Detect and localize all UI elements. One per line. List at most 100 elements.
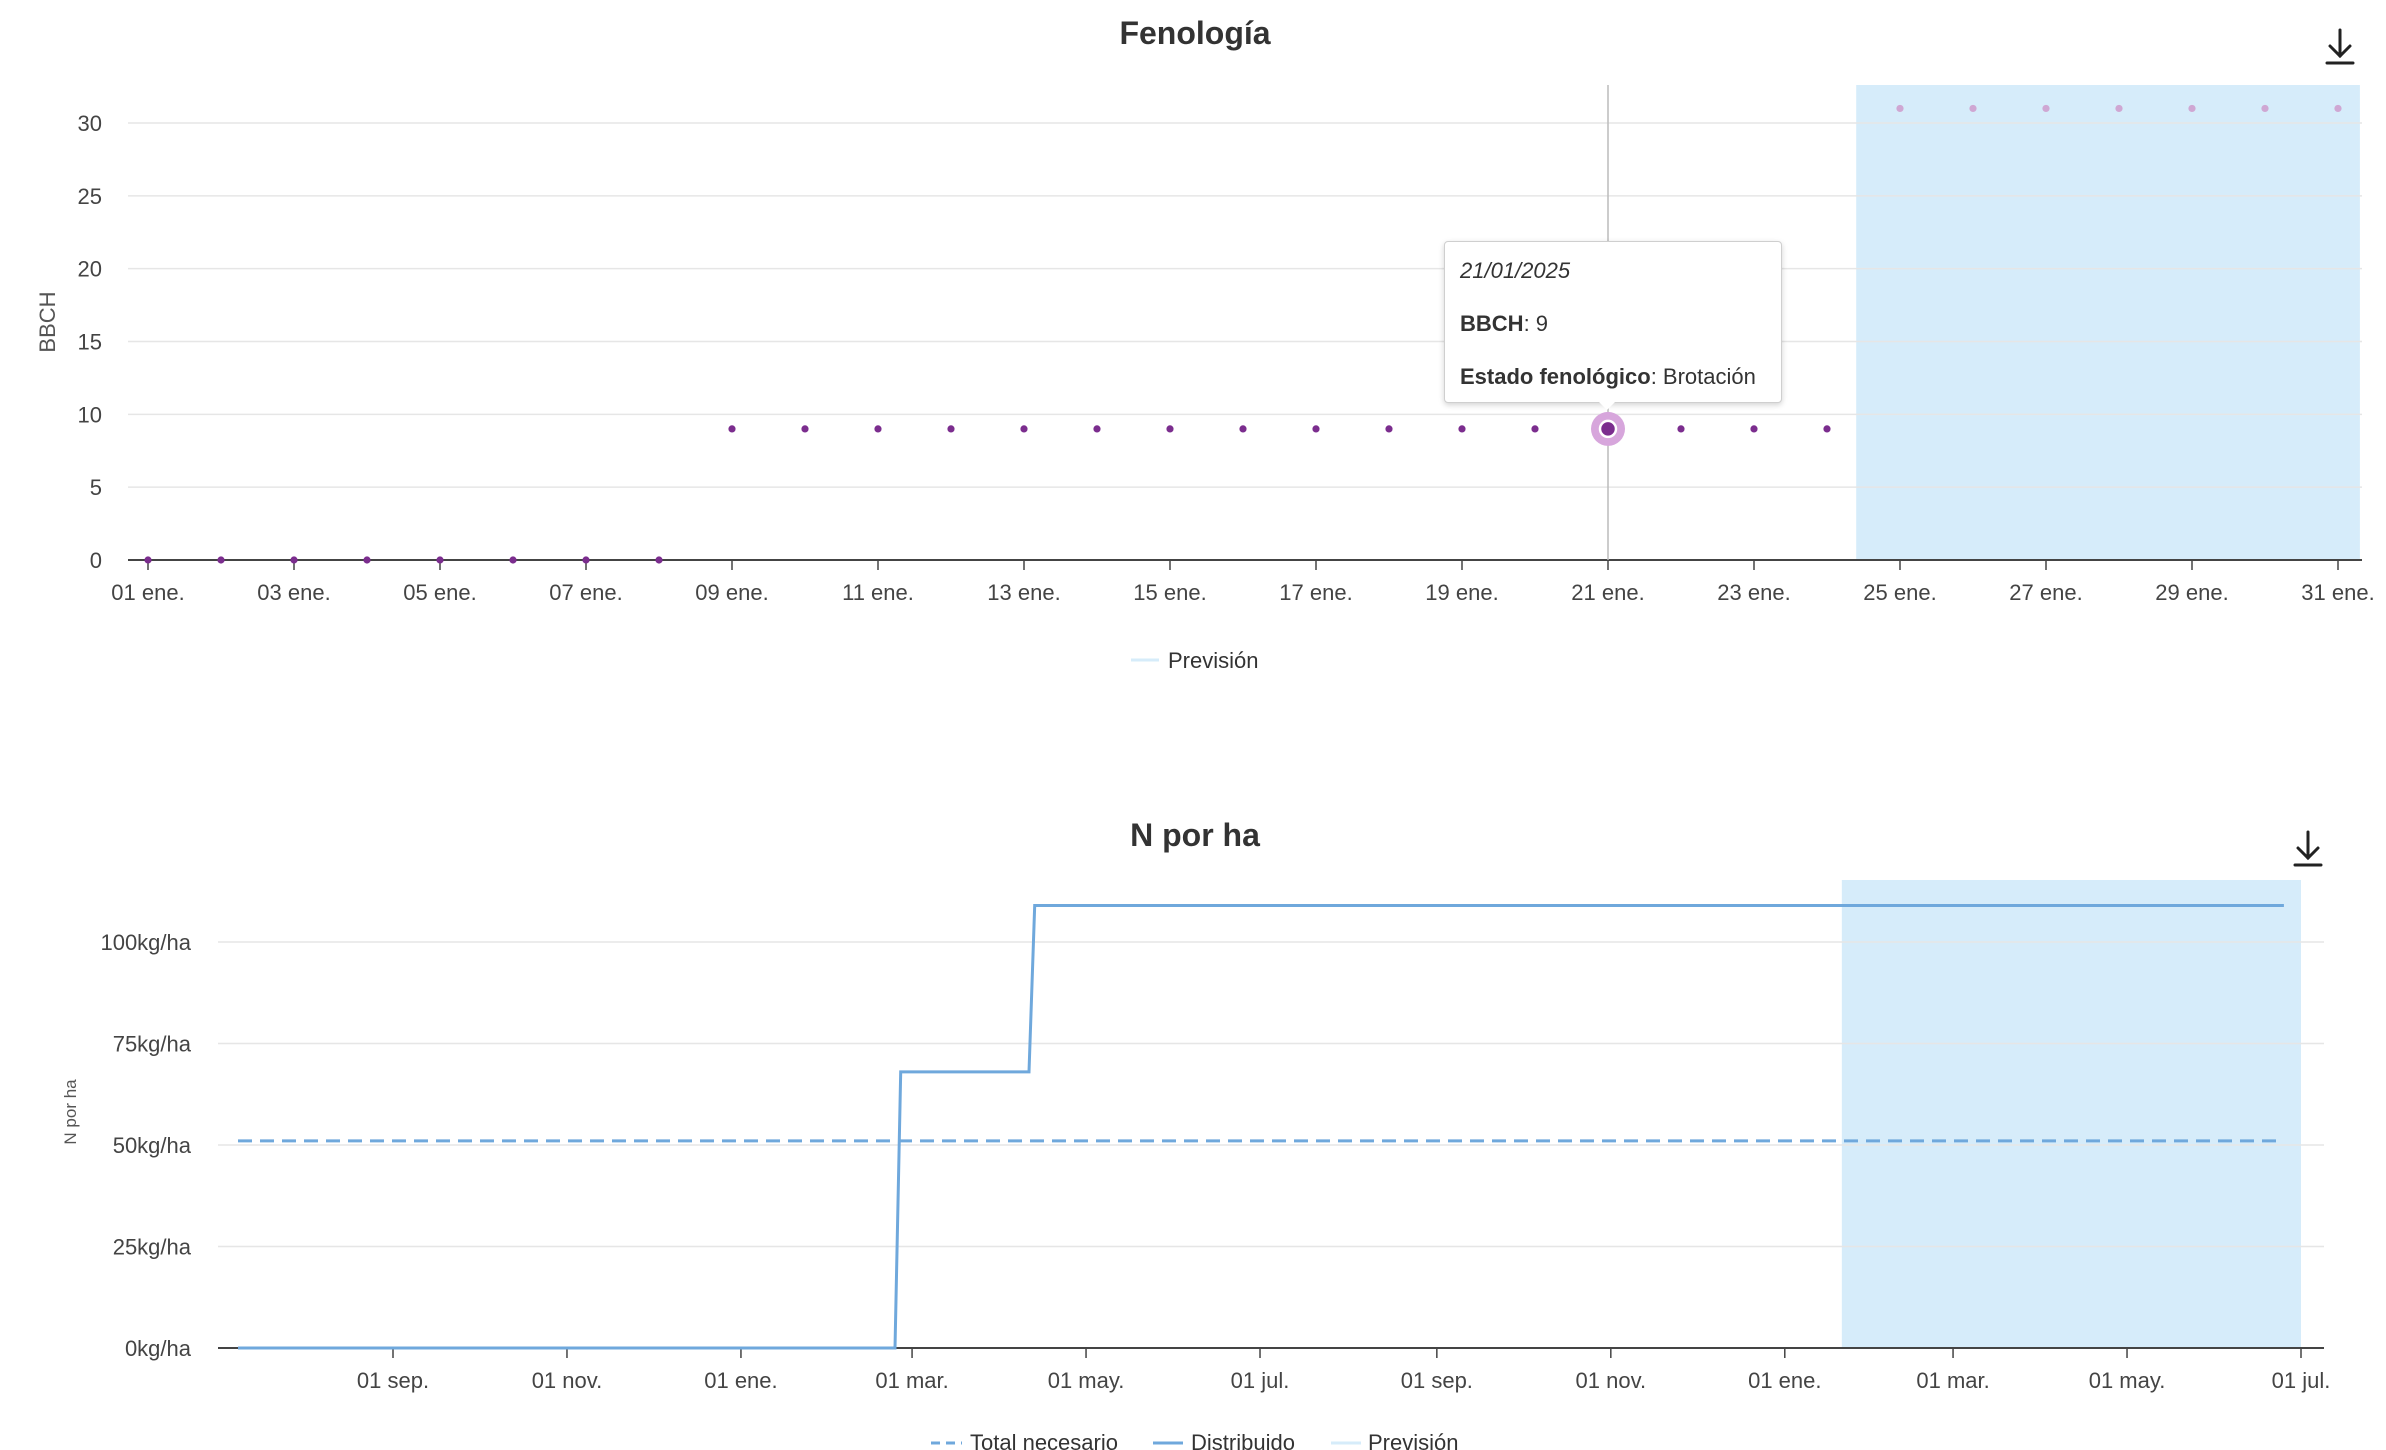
forecast-point[interactable] bbox=[2334, 104, 2342, 113]
tooltip-bbch-label: BBCH bbox=[1460, 311, 1524, 336]
tooltip-state-label: Estado fenológico bbox=[1460, 364, 1651, 389]
tooltip-bbch-value: 9 bbox=[1535, 311, 1549, 336]
fenologia-chart: 01 ene. 03 ene. 05 ene. 07 ene. 09 ene. 11 en… bbox=[35, 15, 2375, 673]
y-tick-label: 20 bbox=[78, 257, 102, 282]
data-point[interactable] bbox=[1823, 425, 1831, 433]
forecast-point[interactable] bbox=[1969, 104, 1977, 113]
download-arrow-icon bbox=[2325, 28, 2355, 65]
y-tick-label: 25 bbox=[78, 184, 102, 209]
data-point[interactable] bbox=[1020, 425, 1028, 433]
tooltip-date: 21/01/2025 bbox=[1460, 258, 1571, 283]
forecast-band bbox=[1841, 880, 2301, 1348]
y-axis-label: N por ha bbox=[61, 1079, 80, 1145]
data-point[interactable] bbox=[290, 556, 298, 564]
data-point[interactable] bbox=[1458, 425, 1466, 433]
tooltip: 21/01/2025 BBCH: 9 Estado fenológico: Br… bbox=[1444, 241, 1782, 403]
y-tick-label: 75kg/ha bbox=[113, 1032, 192, 1057]
x-tick-label: 01 ene. bbox=[1748, 1368, 1821, 1393]
y-axis-label: BBCH bbox=[35, 291, 60, 352]
data-point[interactable] bbox=[1531, 425, 1539, 433]
x-tick-label: 25 ene. bbox=[1863, 580, 1936, 605]
data-point[interactable] bbox=[801, 425, 809, 433]
legend-item-prevision[interactable]: Previsión bbox=[1331, 1430, 1458, 1450]
data-point[interactable] bbox=[1166, 425, 1174, 433]
grid-lines bbox=[128, 122, 2362, 488]
x-tick-label: 01 jul. bbox=[1231, 1368, 1290, 1393]
data-point[interactable] bbox=[363, 556, 371, 564]
x-tick-label: 07 ene. bbox=[549, 580, 622, 605]
data-point[interactable] bbox=[509, 556, 517, 564]
tooltip-bbch: BBCH: 9 bbox=[1460, 311, 1549, 336]
legend-item-distribuido[interactable]: Distribuido bbox=[1153, 1430, 1295, 1450]
forecast-point[interactable] bbox=[2261, 104, 2269, 113]
legend-label: Distribuido bbox=[1191, 1430, 1295, 1450]
legend-item-total-necesario[interactable]: Total necesario bbox=[931, 1430, 1118, 1450]
x-axis-ticks: 01 ene. 03 ene. 05 ene. 07 ene. 09 ene. 11 en… bbox=[111, 560, 2375, 605]
x-tick-label: 19 ene. bbox=[1425, 580, 1498, 605]
forecast-band bbox=[1856, 85, 2360, 560]
data-point-highlighted[interactable] bbox=[1598, 419, 1618, 439]
series-distribuido[interactable] bbox=[238, 904, 2284, 1350]
data-point[interactable] bbox=[1239, 425, 1247, 433]
data-point[interactable] bbox=[1312, 425, 1320, 433]
x-tick-label: 27 ene. bbox=[2009, 580, 2082, 605]
data-point[interactable] bbox=[436, 556, 444, 564]
data-point[interactable] bbox=[582, 556, 590, 564]
y-tick-label: 5 bbox=[90, 475, 102, 500]
forecast-point[interactable] bbox=[2115, 104, 2123, 113]
data-point[interactable] bbox=[217, 556, 225, 564]
data-point[interactable] bbox=[1677, 425, 1685, 433]
chart-title: N por ha bbox=[1130, 817, 1260, 853]
data-point[interactable] bbox=[1093, 425, 1101, 433]
chart-title: Fenología bbox=[1119, 15, 1270, 51]
data-point[interactable] bbox=[144, 556, 152, 564]
data-point[interactable] bbox=[655, 556, 663, 564]
download-arrow-icon bbox=[2293, 830, 2323, 867]
data-points bbox=[144, 104, 2342, 564]
tooltip-arrow bbox=[1597, 400, 1617, 410]
x-tick-label: 01 may. bbox=[1048, 1368, 1125, 1393]
x-tick-label: 01 sep. bbox=[357, 1368, 429, 1393]
x-tick-label: 01 nov. bbox=[532, 1368, 603, 1393]
forecast-point[interactable] bbox=[2042, 104, 2050, 113]
x-tick-label: 01 mar. bbox=[875, 1368, 948, 1393]
y-tick-label: 50kg/ha bbox=[113, 1133, 192, 1158]
n-por-ha-chart: 01 sep. 01 nov. 01 ene. 01 mar. 01 may. 01 ju… bbox=[61, 817, 2330, 1450]
x-tick-label: 21 ene. bbox=[1571, 580, 1644, 605]
x-tick-label: 23 ene. bbox=[1717, 580, 1790, 605]
x-tick-label: 05 ene. bbox=[403, 580, 476, 605]
legend-label: Previsión bbox=[1368, 1430, 1458, 1450]
x-tick-label: 01 sep. bbox=[1401, 1368, 1473, 1393]
tooltip-state-value: Brotación bbox=[1662, 364, 1756, 389]
grid-lines bbox=[218, 941, 2324, 1248]
y-tick-label: 15 bbox=[78, 330, 102, 355]
x-tick-label: 01 jul. bbox=[2272, 1368, 2331, 1393]
data-point[interactable] bbox=[1750, 425, 1758, 433]
y-tick-label: 25kg/ha bbox=[113, 1235, 192, 1260]
legend-item-prevision[interactable]: Previsión bbox=[1131, 648, 1258, 673]
y-axis-ticks: 0kg/ha 25kg/ha 50kg/ha 75kg/ha 100kg/ha bbox=[100, 930, 191, 1361]
data-point[interactable] bbox=[1385, 425, 1393, 433]
x-axis-ticks: 01 sep. 01 nov. 01 ene. 01 mar. 01 may. 01 ju… bbox=[357, 1348, 2330, 1393]
download-button[interactable] bbox=[2288, 826, 2328, 870]
x-tick-label: 01 mar. bbox=[1916, 1368, 1989, 1393]
x-tick-label: 09 ene. bbox=[695, 580, 768, 605]
x-tick-label: 31 ene. bbox=[2301, 580, 2374, 605]
legend-label: Previsión bbox=[1168, 648, 1258, 673]
data-point[interactable] bbox=[874, 425, 882, 433]
y-tick-label: 0 bbox=[90, 548, 102, 573]
x-tick-label: 15 ene. bbox=[1133, 580, 1206, 605]
x-tick-label: 01 nov. bbox=[1576, 1368, 1647, 1393]
data-point[interactable] bbox=[728, 425, 736, 433]
forecast-point[interactable] bbox=[2188, 104, 2196, 113]
x-tick-label: 29 ene. bbox=[2155, 580, 2228, 605]
y-axis-ticks: 0 5 10 15 20 25 30 bbox=[78, 111, 102, 573]
x-tick-label: 11 ene. bbox=[842, 580, 914, 605]
data-point[interactable] bbox=[947, 425, 955, 433]
x-tick-label: 03 ene. bbox=[257, 580, 330, 605]
download-button[interactable] bbox=[2320, 24, 2360, 68]
y-tick-label: 100kg/ha bbox=[100, 930, 191, 955]
forecast-point[interactable] bbox=[1896, 104, 1904, 113]
